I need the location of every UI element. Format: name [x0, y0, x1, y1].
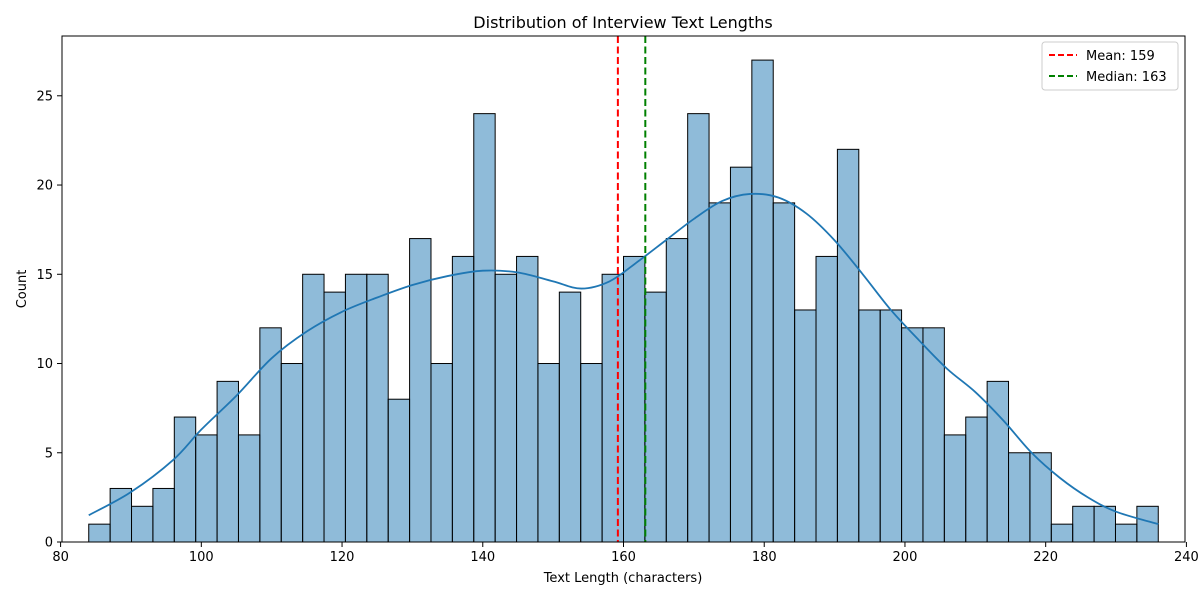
chart-title: Distribution of Interview Text Lengths	[473, 13, 772, 32]
y-tick-label: 10	[36, 357, 53, 372]
histogram-bar	[131, 505, 154, 543]
histogram-bar	[280, 363, 304, 543]
histogram-bar	[580, 363, 603, 543]
histogram-bar	[323, 291, 346, 543]
histogram-bar	[772, 202, 796, 543]
histogram-bar	[387, 398, 411, 543]
histogram-bar	[173, 416, 197, 543]
legend-median-label: Median: 163	[1086, 70, 1167, 85]
histogram-bar	[216, 380, 239, 543]
histogram-bar	[473, 113, 496, 543]
y-tick-label: 0	[45, 536, 53, 551]
y-tick-label: 25	[36, 89, 53, 104]
x-tick-label: 240	[1174, 550, 1199, 565]
histogram-bar	[302, 273, 325, 543]
histogram-bar	[494, 273, 518, 543]
histogram-bar	[729, 166, 753, 543]
bars-layer	[88, 59, 1159, 543]
histogram-bar	[665, 238, 689, 543]
histogram-bar	[879, 309, 903, 543]
legend: Mean: 159 Median: 163	[1041, 41, 1179, 91]
histogram-bar	[451, 255, 475, 543]
histogram-bar	[152, 487, 175, 543]
y-axis: 0 5 10 15 20 25	[36, 89, 62, 551]
legend-mean-label: Mean: 159	[1086, 49, 1155, 64]
histogram-bar	[430, 363, 453, 543]
kde-curve	[88, 192, 1159, 526]
histogram-bar	[558, 291, 582, 543]
y-tick-label: 20	[36, 179, 53, 194]
histogram-bar	[344, 273, 368, 543]
histogram-bar	[815, 255, 838, 543]
histogram-bar	[1008, 452, 1031, 543]
histogram-bar	[1114, 523, 1138, 543]
histogram-bar	[623, 255, 646, 543]
histogram-bar	[1029, 452, 1052, 543]
histogram-bar	[858, 309, 881, 543]
histogram-bar	[708, 202, 731, 543]
histogram-bar	[537, 363, 560, 543]
x-tick-label: 200	[893, 550, 918, 565]
x-axis-label: Text Length (characters)	[543, 571, 703, 586]
x-tick-label: 140	[470, 550, 495, 565]
histogram-bar	[794, 309, 817, 543]
histogram-bar	[1093, 505, 1116, 543]
histogram-bar	[965, 416, 988, 543]
histogram-bar	[751, 59, 774, 543]
histogram-bar	[601, 273, 624, 543]
histogram-bar	[237, 434, 261, 543]
histogram-bar	[922, 327, 945, 543]
histogram-bar	[516, 255, 539, 543]
histogram-bar	[109, 487, 133, 543]
reference-lines-layer	[616, 36, 647, 542]
histogram-bar	[1072, 505, 1095, 543]
x-tick-label: 80	[52, 550, 69, 565]
y-tick-label: 15	[36, 268, 53, 283]
histogram-bar	[195, 434, 218, 543]
histogram-bar	[687, 113, 710, 543]
x-tick-label: 180	[752, 550, 777, 565]
histogram-bar	[901, 327, 924, 543]
x-tick-label: 220	[1033, 550, 1058, 565]
x-tick-label: 160	[611, 550, 636, 565]
x-tick-label: 100	[189, 550, 214, 565]
y-tick-label: 5	[45, 446, 53, 461]
histogram-bar	[1050, 523, 1074, 543]
kde-layer	[88, 192, 1159, 526]
y-axis-label: Count	[15, 270, 30, 309]
histogram-bar	[943, 434, 967, 543]
histogram-bar	[366, 273, 389, 543]
x-tick-label: 120	[330, 550, 355, 565]
histogram-bar	[836, 148, 860, 543]
x-axis: 80 100 120 140 160 180 200 220 240	[52, 542, 1199, 565]
histogram-bar	[986, 380, 1010, 543]
histogram-bar	[88, 523, 111, 543]
histogram-bar	[644, 291, 667, 543]
